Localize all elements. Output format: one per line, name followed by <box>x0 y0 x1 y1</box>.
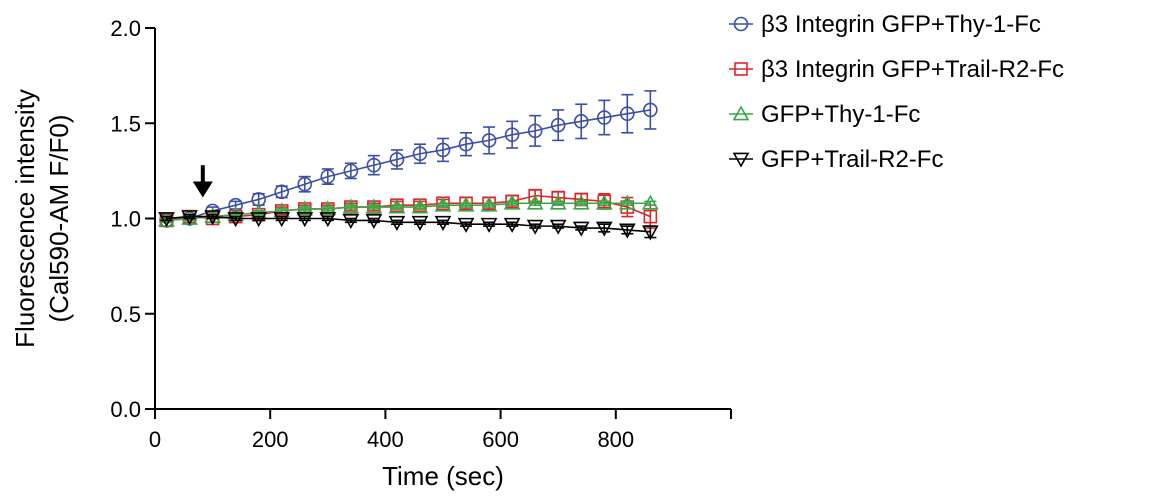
data-point <box>365 214 383 230</box>
data-point <box>618 223 636 239</box>
data-point <box>549 219 567 235</box>
legend-marker <box>734 62 748 76</box>
data-point <box>549 194 567 210</box>
data-point <box>503 217 521 233</box>
legend-label: GFP+Trail-R2-Fc <box>761 146 943 173</box>
x-tick-label: 800 <box>597 427 634 452</box>
data-point <box>204 210 221 226</box>
annotation-layer <box>192 165 213 198</box>
legend-label: β3 Integrin GFP+Thy-1-Fc <box>761 11 1041 38</box>
data-point <box>296 212 314 228</box>
data-point <box>250 212 268 228</box>
data-point <box>503 194 521 210</box>
data-point <box>434 196 452 212</box>
data-point <box>642 194 659 210</box>
data-point <box>457 196 475 212</box>
data-point <box>411 198 429 214</box>
data-point <box>228 197 243 213</box>
data-point <box>434 215 452 231</box>
data-point <box>320 169 336 184</box>
y-tick-label: 1.5 <box>110 111 141 136</box>
data-point <box>504 127 520 142</box>
data-point <box>595 194 613 210</box>
y-tick-label: 1.0 <box>110 207 141 232</box>
x-tick-label: 200 <box>252 427 289 452</box>
data-point <box>158 212 175 228</box>
x-tick-label: 400 <box>367 427 404 452</box>
data-point <box>572 194 590 210</box>
data-point <box>388 215 406 231</box>
data-point <box>388 198 406 214</box>
legend-label: β3 Integrin GFP+Trail-R2-Fc <box>761 56 1064 83</box>
data-point <box>526 194 544 210</box>
data-point <box>595 221 613 237</box>
x-tick-label: 600 <box>482 427 519 452</box>
y-tick-label: 2.0 <box>110 16 141 41</box>
legend-label: GFP+Thy-1-Fc <box>761 101 920 128</box>
data-point <box>550 117 566 133</box>
y-tick-label: 0.0 <box>110 397 141 422</box>
data-point <box>596 110 612 125</box>
data-point <box>319 212 337 228</box>
legend-item-2: β3 Integrin GFP+Trail-R2-Fc <box>729 56 1064 83</box>
data-point <box>572 221 590 237</box>
data-point <box>457 217 475 233</box>
series-4 <box>158 210 659 241</box>
legend-item-4: GFP+Trail-R2-Fc <box>729 146 943 173</box>
data-point <box>527 123 543 139</box>
y-tick-label: 0.5 <box>110 302 141 327</box>
legend-marker <box>732 152 750 168</box>
series-layer <box>158 90 659 241</box>
data-point <box>643 209 658 224</box>
data-point <box>365 198 383 214</box>
legend-marker <box>732 105 750 121</box>
data-point <box>342 214 360 230</box>
y-axis-title-line-2: (Cal590-AM F/F0) <box>44 114 74 322</box>
series-line <box>166 194 651 222</box>
data-point <box>573 114 589 129</box>
legend: β3 Integrin GFP+Thy-1-Fc β3 Integrin GFP+… <box>729 11 1064 173</box>
data-point <box>480 196 498 212</box>
legend-item-1: β3 Integrin GFP+Thy-1-Fc <box>729 11 1041 38</box>
data-point <box>412 146 428 162</box>
x-tick-label: 0 <box>149 427 161 452</box>
y-axis-title-line-1: Fluorescence intensity <box>10 89 40 348</box>
x-axis-title: Time (sec) <box>382 461 504 491</box>
legend-item-3: GFP+Thy-1-Fc <box>729 101 920 128</box>
data-point <box>342 198 360 214</box>
series-line <box>166 202 651 222</box>
data-point <box>620 106 635 122</box>
data-point <box>411 215 429 231</box>
data-point <box>480 217 498 233</box>
data-point <box>274 184 290 200</box>
data-point <box>458 136 474 152</box>
data-point <box>618 194 636 210</box>
data-point <box>526 219 544 235</box>
data-point <box>366 157 382 173</box>
axes: 0 200 400 600 800 0.0 0.5 1.0 1.5 2.0 <box>110 16 732 452</box>
data-point <box>181 210 198 226</box>
stimulus-arrow-head <box>192 181 213 198</box>
series-line <box>166 215 651 233</box>
data-point <box>642 225 659 241</box>
data-point <box>273 212 291 228</box>
data-point <box>227 212 244 228</box>
series-line <box>166 109 651 222</box>
data-point <box>481 133 497 148</box>
data-point <box>296 200 314 216</box>
data-point <box>389 152 405 167</box>
data-point <box>343 163 359 179</box>
data-point <box>297 176 313 192</box>
data-point <box>643 102 658 118</box>
data-point <box>435 142 451 158</box>
data-point <box>319 200 337 216</box>
legend-marker <box>733 16 749 32</box>
